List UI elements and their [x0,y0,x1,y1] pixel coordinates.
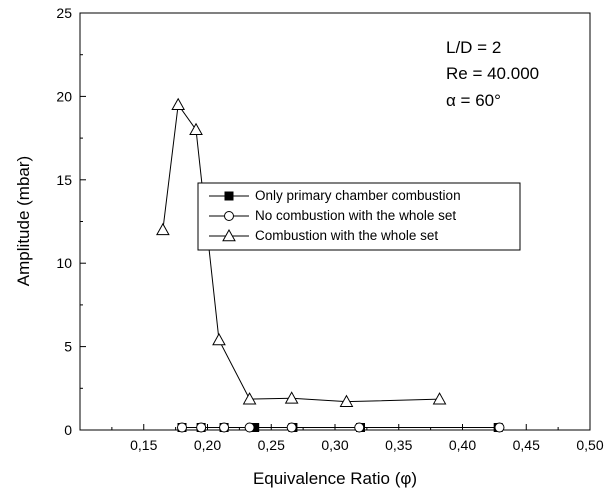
data-point [244,422,255,433]
data-point [177,422,187,433]
annotation-alpha: α = 60° [446,91,501,110]
annotation-ld: L/D = 2 [446,38,501,57]
data-point [219,422,230,433]
legend-marker [224,191,234,201]
x-tick-label: 0,50 [576,437,603,453]
legend-marker [222,228,236,242]
x-tick-label: 0,40 [449,437,476,453]
y-tick-label: 0 [64,422,72,438]
data-point [284,391,299,404]
legend-marker [224,211,234,221]
annotation-re: Re = 40.000 [446,64,539,83]
legend-label-primary: Only primary chamber combustion [255,188,461,203]
legend-box [197,182,521,251]
data-point [242,392,257,405]
data-point [212,332,226,346]
legend-label-combustion: Combustion with the whole set [255,228,438,243]
x-tick-label: 0,15 [130,437,157,453]
y-tick-label: 5 [64,339,72,355]
y-tick-label: 25 [56,5,72,21]
x-axis-title: Equivalence Ratio (φ) [253,469,417,488]
legend-label-no-combustion: No combustion with the whole set [255,208,456,223]
y-axis-title: Amplitude (mbar) [14,156,33,286]
series-3 [156,97,447,407]
data-point [432,392,447,405]
axis-ticks: 0,15 0,20 0,25 0,30 0,35 0,40 0,45 0,50 0 5 10 15 20… [56,5,603,453]
x-tick-label: 0,25 [258,437,285,453]
data-point [354,422,365,433]
legend-keys [209,191,249,242]
data-point [196,422,207,433]
x-tick-label: 0,45 [513,437,540,453]
series-layer [156,97,505,433]
y-tick-label: 20 [56,88,72,104]
series-line [162,103,440,403]
legend: Only primary chamber combustion No combu… [197,182,521,251]
data-point [171,97,186,111]
data-point [286,422,297,433]
data-point [339,394,354,407]
x-tick-label: 0,35 [385,437,412,453]
y-tick-label: 15 [56,172,72,188]
y-tick-label: 10 [56,255,72,271]
data-point [494,422,505,433]
series-2 [177,422,505,433]
x-tick-label: 0,20 [194,437,221,453]
data-point [156,222,170,236]
x-tick-label: 0,30 [321,437,348,453]
data-point [189,122,203,136]
